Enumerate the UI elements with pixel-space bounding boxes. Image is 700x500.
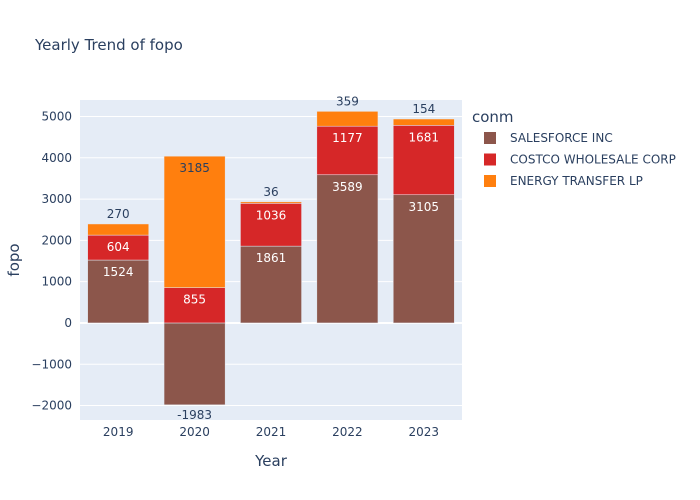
bar bbox=[240, 203, 302, 247]
bar-value-label: 604 bbox=[107, 240, 130, 254]
bar-value-label: 359 bbox=[336, 94, 359, 108]
legend-swatch[interactable] bbox=[484, 175, 496, 187]
legend: conm SALESFORCE INC COSTCO WHOLESALE CORP… bbox=[472, 108, 676, 188]
y-tick-label: 4000 bbox=[41, 151, 72, 165]
chart-title: Yearly Trend of fopo bbox=[34, 36, 183, 54]
y-axis-ticks: −2000 −1000 0 1000 2000 3000 4000 5000 bbox=[31, 110, 72, 413]
legend-swatch[interactable] bbox=[484, 153, 496, 166]
x-axis-title: Year bbox=[254, 452, 288, 470]
y-tick-label: 5000 bbox=[41, 110, 72, 124]
bar-value-label: 36 bbox=[263, 185, 278, 199]
bar-value-label: 1177 bbox=[332, 131, 363, 145]
y-tick-label: 0 bbox=[64, 316, 72, 330]
bar-value-label: 154 bbox=[412, 102, 435, 116]
bar bbox=[240, 245, 302, 324]
bar-value-label: 3105 bbox=[409, 200, 440, 214]
bar bbox=[163, 322, 226, 406]
bar-value-label: 3589 bbox=[332, 180, 363, 194]
y-axis-title: fopo bbox=[5, 243, 23, 276]
bar bbox=[87, 259, 150, 324]
bar-value-label: 855 bbox=[183, 293, 206, 307]
y-tick-label: −2000 bbox=[31, 399, 72, 413]
y-tick-label: −1000 bbox=[31, 357, 72, 371]
x-tick-label: 2019 bbox=[103, 425, 134, 439]
bar-value-label: 270 bbox=[107, 207, 130, 221]
bar bbox=[392, 194, 455, 324]
x-axis-ticks: 2019 2020 2021 2022 2023 bbox=[103, 425, 439, 439]
bar bbox=[316, 111, 379, 127]
bar-value-label: 1681 bbox=[409, 130, 440, 144]
y-tick-label: 2000 bbox=[41, 233, 72, 247]
bar bbox=[163, 287, 226, 324]
legend-label[interactable]: SALESFORCE INC bbox=[510, 131, 613, 145]
bars bbox=[87, 111, 455, 406]
x-tick-label: 2021 bbox=[256, 425, 287, 439]
bar-value-label: -1983 bbox=[177, 408, 212, 422]
x-tick-label: 2023 bbox=[409, 425, 440, 439]
x-tick-label: 2022 bbox=[332, 425, 363, 439]
legend-label[interactable]: COSTCO WHOLESALE CORP bbox=[510, 153, 676, 167]
bar bbox=[392, 118, 455, 126]
bar-value-label: 1861 bbox=[256, 251, 287, 265]
bar bbox=[240, 201, 302, 204]
legend-title: conm bbox=[472, 108, 514, 126]
bar-labels: 1524 -1983 1861 3589 3105 604 855 1036 1177 1681 2… bbox=[103, 94, 439, 421]
y-tick-label: 1000 bbox=[41, 275, 72, 289]
bar bbox=[87, 234, 150, 261]
legend-label[interactable]: ENERGY TRANSFER LP bbox=[510, 174, 643, 188]
bar bbox=[316, 125, 379, 176]
bar bbox=[316, 174, 379, 324]
x-tick-label: 2020 bbox=[179, 425, 210, 439]
legend-swatch[interactable] bbox=[484, 132, 496, 144]
y-tick-label: 3000 bbox=[41, 192, 72, 206]
bar bbox=[87, 223, 150, 236]
bar bbox=[392, 125, 455, 196]
bar-value-label: 1524 bbox=[103, 265, 134, 279]
bar-value-label: 1036 bbox=[256, 208, 287, 222]
bar-value-label: 3185 bbox=[179, 161, 210, 175]
bar bbox=[163, 155, 226, 288]
